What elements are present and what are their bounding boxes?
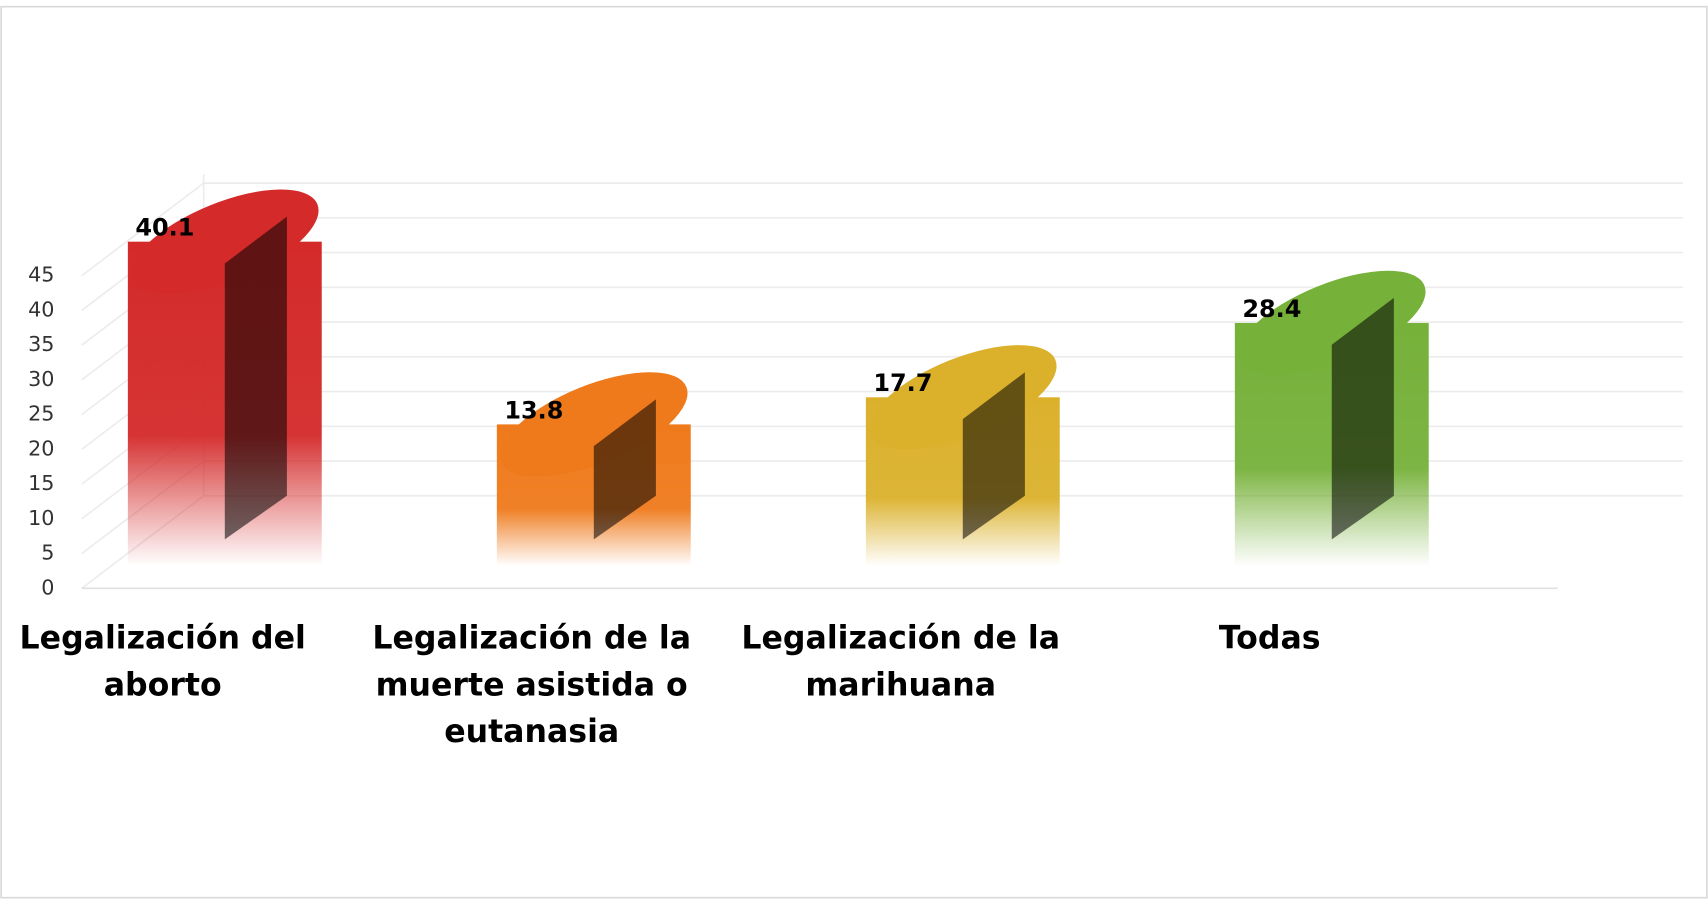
bar-top xyxy=(131,189,319,294)
y-tick-label: 0 xyxy=(41,575,54,599)
bar-top xyxy=(500,372,688,477)
y-tick-label: 20 xyxy=(28,436,54,460)
value-label: 28.4 xyxy=(1242,295,1301,323)
bar xyxy=(496,372,691,567)
y-tick-label: 35 xyxy=(28,332,54,356)
y-tick-label: 30 xyxy=(28,367,54,391)
x-tick-label: Todas xyxy=(1219,621,1321,657)
bar-top xyxy=(869,345,1057,450)
y-tick-label: 45 xyxy=(28,263,54,287)
bar-shade xyxy=(1331,297,1394,540)
bar xyxy=(127,189,322,567)
y-tick-label: 25 xyxy=(28,402,54,426)
value-label: 13.8 xyxy=(504,396,563,424)
value-label: 40.1 xyxy=(135,214,194,242)
y-tick-label: 15 xyxy=(28,471,54,495)
y-tick-label: 40 xyxy=(28,297,54,321)
bar xyxy=(865,345,1060,567)
value-label: 17.7 xyxy=(873,369,932,397)
bar-shade xyxy=(962,372,1025,540)
bar-body xyxy=(127,241,322,567)
bar-top xyxy=(1238,270,1426,376)
bar-shade xyxy=(593,399,656,540)
x-tick-label: Legalización del aborto xyxy=(20,621,306,704)
y-tick-label: 10 xyxy=(28,506,54,530)
x-tick-label: Legalización de la muerte asistida o eutan… xyxy=(372,621,691,751)
bar-shade xyxy=(224,216,287,540)
bar xyxy=(1234,270,1429,567)
x-tick-label: Legalización de la marihuana xyxy=(741,621,1060,704)
side-grid-line xyxy=(81,182,205,277)
y-tick-label: 5 xyxy=(41,541,54,565)
